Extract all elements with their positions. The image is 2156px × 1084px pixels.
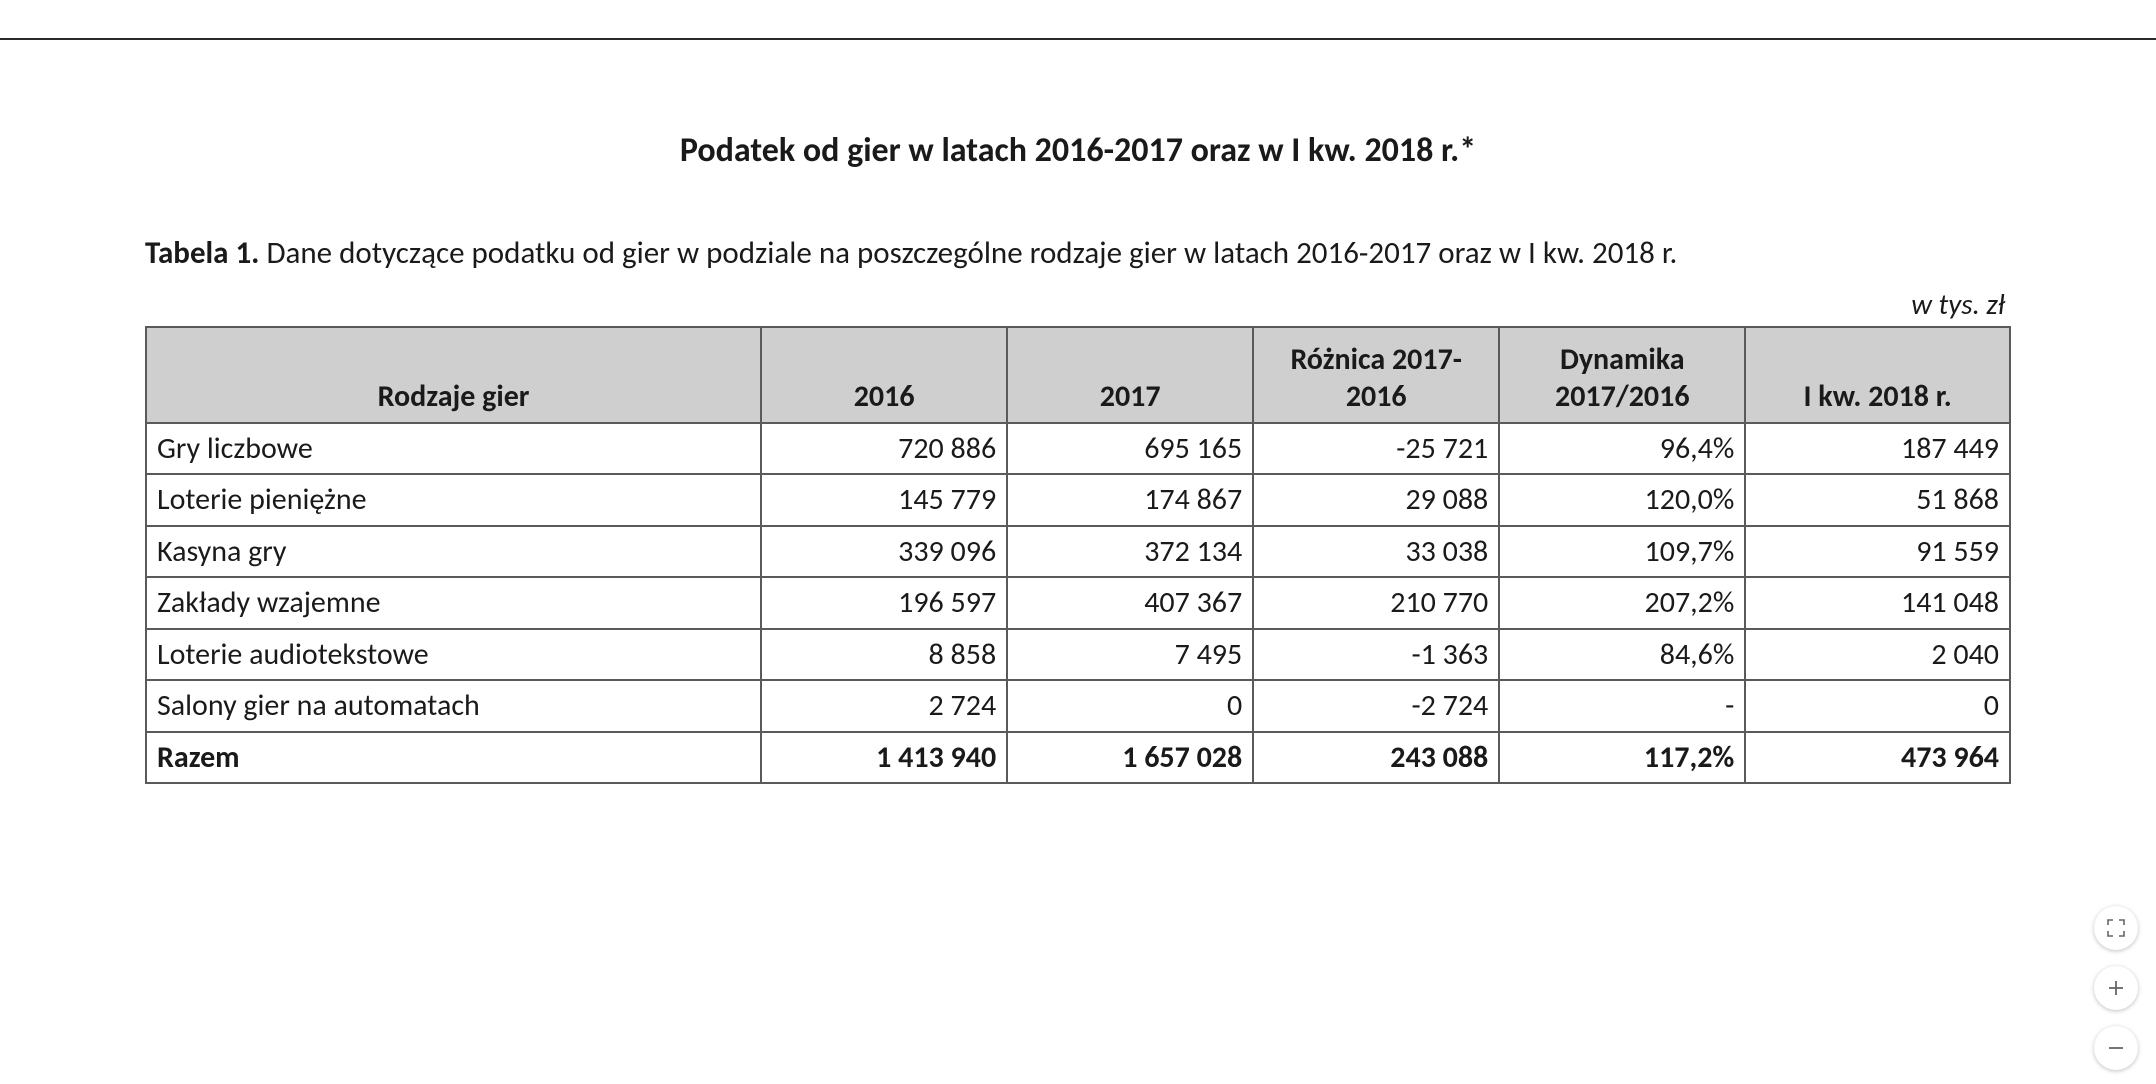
cell-dyn: 207,2% bbox=[1499, 577, 1745, 629]
cell-2016: 339 096 bbox=[761, 526, 1007, 578]
table-body: Gry liczbowe 720 886 695 165 -25 721 96,… bbox=[146, 423, 2010, 784]
cell-dyn: - bbox=[1499, 680, 1745, 732]
cell-2016: 2 724 bbox=[761, 680, 1007, 732]
unit-note: w tys. zł bbox=[145, 286, 2011, 322]
cell-diff: -1 363 bbox=[1253, 629, 1499, 681]
cell-2017: 174 867 bbox=[1007, 474, 1253, 526]
cell-dyn: 84,6% bbox=[1499, 629, 1745, 681]
col-header-diff: Różnica 2017-2016 bbox=[1253, 327, 1499, 423]
col-header-2017: 2017 bbox=[1007, 327, 1253, 423]
table-caption: Tabela 1. Dane dotyczące podatku od gier… bbox=[145, 231, 2011, 276]
cell-2016: 1 413 940 bbox=[761, 732, 1007, 784]
cell-q1: 2 040 bbox=[1745, 629, 2010, 681]
zoom-out-button[interactable] bbox=[2094, 1026, 2138, 1070]
cell-2016: 145 779 bbox=[761, 474, 1007, 526]
cell-2016: 720 886 bbox=[761, 423, 1007, 475]
page-title: Podatek od gier w latach 2016-2017 oraz … bbox=[145, 130, 2011, 171]
table-header-row: Rodzaje gier 2016 2017 Różnica 2017-2016… bbox=[146, 327, 2010, 423]
cell-q1: 187 449 bbox=[1745, 423, 2010, 475]
cell-type: Salony gier na automatach bbox=[146, 680, 761, 732]
cell-diff: -25 721 bbox=[1253, 423, 1499, 475]
cell-2017: 0 bbox=[1007, 680, 1253, 732]
table-row: Kasyna gry 339 096 372 134 33 038 109,7%… bbox=[146, 526, 2010, 578]
cell-dyn: 96,4% bbox=[1499, 423, 1745, 475]
cell-2017: 372 134 bbox=[1007, 526, 1253, 578]
cell-2017: 695 165 bbox=[1007, 423, 1253, 475]
cell-q1: 91 559 bbox=[1745, 526, 2010, 578]
cell-2017: 1 657 028 bbox=[1007, 732, 1253, 784]
col-header-type: Rodzaje gier bbox=[146, 327, 761, 423]
col-header-dyn: Dynamika 2017/2016 bbox=[1499, 327, 1745, 423]
cell-q1: 51 868 bbox=[1745, 474, 2010, 526]
cell-2016: 196 597 bbox=[761, 577, 1007, 629]
cell-2016: 8 858 bbox=[761, 629, 1007, 681]
cell-type: Kasyna gry bbox=[146, 526, 761, 578]
tax-table: Rodzaje gier 2016 2017 Różnica 2017-2016… bbox=[145, 326, 2011, 785]
table-row: Loterie pieniężne 145 779 174 867 29 088… bbox=[146, 474, 2010, 526]
cell-q1: 141 048 bbox=[1745, 577, 2010, 629]
cell-2017: 7 495 bbox=[1007, 629, 1253, 681]
col-header-2016: 2016 bbox=[761, 327, 1007, 423]
table-caption-label: Tabela 1. bbox=[145, 234, 259, 272]
table-row: Gry liczbowe 720 886 695 165 -25 721 96,… bbox=[146, 423, 2010, 475]
zoom-in-button[interactable] bbox=[2094, 966, 2138, 1010]
plus-icon bbox=[2106, 978, 2126, 998]
cell-diff: 243 088 bbox=[1253, 732, 1499, 784]
document-content: Podatek od gier w latach 2016-2017 oraz … bbox=[145, 70, 2011, 784]
cell-diff: 210 770 bbox=[1253, 577, 1499, 629]
table-summary-row: Razem 1 413 940 1 657 028 243 088 117,2%… bbox=[146, 732, 2010, 784]
table-caption-text: Dane dotyczące podatku od gier w podzial… bbox=[259, 234, 1677, 272]
cell-q1: 473 964 bbox=[1745, 732, 2010, 784]
cell-type: Gry liczbowe bbox=[146, 423, 761, 475]
cell-type: Loterie audiotekstowe bbox=[146, 629, 761, 681]
fullscreen-button[interactable] bbox=[2094, 906, 2138, 950]
cell-dyn: 109,7% bbox=[1499, 526, 1745, 578]
cell-type: Loterie pieniężne bbox=[146, 474, 761, 526]
table-row: Zakłady wzajemne 196 597 407 367 210 770… bbox=[146, 577, 2010, 629]
cell-type: Razem bbox=[146, 732, 761, 784]
cell-2017: 407 367 bbox=[1007, 577, 1253, 629]
cell-diff: 33 038 bbox=[1253, 526, 1499, 578]
table-row: Salony gier na automatach 2 724 0 -2 724… bbox=[146, 680, 2010, 732]
viewer-controls bbox=[2094, 906, 2138, 1070]
col-header-q1: I kw. 2018 r. bbox=[1745, 327, 2010, 423]
fullscreen-icon bbox=[2106, 918, 2126, 938]
cell-q1: 0 bbox=[1745, 680, 2010, 732]
cell-type: Zakłady wzajemne bbox=[146, 577, 761, 629]
cell-diff: -2 724 bbox=[1253, 680, 1499, 732]
cell-dyn: 120,0% bbox=[1499, 474, 1745, 526]
minus-icon bbox=[2106, 1038, 2126, 1058]
top-border bbox=[0, 38, 2156, 40]
cell-dyn: 117,2% bbox=[1499, 732, 1745, 784]
table-row: Loterie audiotekstowe 8 858 7 495 -1 363… bbox=[146, 629, 2010, 681]
cell-diff: 29 088 bbox=[1253, 474, 1499, 526]
